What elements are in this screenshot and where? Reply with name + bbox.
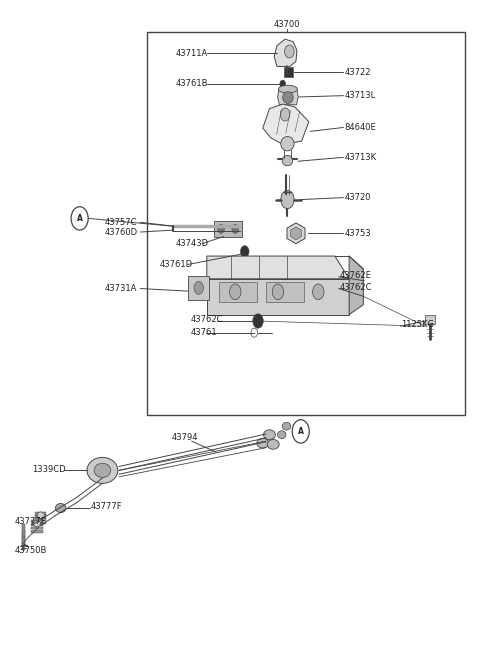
Circle shape: [229, 284, 241, 299]
Text: 43762E: 43762E: [340, 271, 372, 280]
Ellipse shape: [267, 440, 279, 449]
Polygon shape: [274, 39, 297, 66]
Text: 43761D: 43761D: [159, 260, 192, 269]
Polygon shape: [349, 256, 363, 314]
Bar: [22, 531, 24, 544]
Text: 43760D: 43760D: [105, 227, 138, 236]
Ellipse shape: [34, 520, 40, 527]
Text: 1339CD: 1339CD: [32, 464, 66, 474]
Circle shape: [253, 314, 263, 328]
Bar: [31, 527, 43, 529]
Bar: [214, 221, 242, 236]
Bar: [35, 512, 47, 515]
Ellipse shape: [277, 431, 286, 439]
Text: 43762C: 43762C: [190, 315, 223, 324]
Text: 43794: 43794: [171, 434, 198, 442]
Polygon shape: [263, 104, 309, 144]
Ellipse shape: [283, 92, 293, 103]
Text: 1125KG: 1125KG: [401, 320, 434, 329]
Bar: [35, 519, 47, 521]
Circle shape: [281, 191, 294, 209]
Ellipse shape: [87, 457, 118, 483]
Bar: [22, 537, 24, 550]
Bar: [22, 524, 24, 537]
Circle shape: [232, 224, 239, 233]
Ellipse shape: [257, 438, 269, 448]
Bar: [35, 521, 47, 524]
Bar: [219, 282, 257, 301]
Text: 43750B: 43750B: [14, 546, 47, 555]
Circle shape: [218, 224, 224, 233]
Circle shape: [240, 246, 249, 257]
Text: A: A: [77, 214, 83, 223]
Text: 43762C: 43762C: [340, 283, 372, 291]
Circle shape: [194, 282, 204, 294]
Text: 43757C: 43757C: [105, 218, 137, 227]
Text: 84640E: 84640E: [344, 123, 376, 132]
Text: 43761B: 43761B: [176, 79, 208, 88]
Bar: [31, 530, 43, 533]
Ellipse shape: [282, 422, 291, 430]
Ellipse shape: [282, 155, 293, 166]
Circle shape: [272, 284, 284, 299]
Bar: [266, 282, 304, 301]
Text: 43753: 43753: [344, 229, 371, 238]
Text: 43720: 43720: [344, 193, 371, 202]
Bar: [147, 32, 466, 415]
Bar: [31, 523, 43, 526]
Circle shape: [280, 108, 290, 121]
Bar: [31, 520, 43, 523]
Circle shape: [280, 80, 286, 88]
Ellipse shape: [264, 430, 276, 440]
Circle shape: [285, 45, 294, 58]
Bar: [425, 314, 434, 324]
Polygon shape: [291, 227, 301, 240]
Text: 43777F: 43777F: [14, 517, 46, 525]
Polygon shape: [207, 279, 349, 314]
Text: 43700: 43700: [273, 20, 300, 29]
Bar: [188, 276, 209, 300]
Polygon shape: [207, 256, 349, 279]
Text: 43731A: 43731A: [105, 284, 137, 293]
Text: 43761: 43761: [190, 328, 217, 337]
Bar: [284, 67, 293, 77]
Ellipse shape: [94, 463, 111, 477]
Text: 43743D: 43743D: [176, 239, 209, 248]
Polygon shape: [277, 88, 299, 105]
Text: A: A: [298, 427, 304, 436]
Text: 43713L: 43713L: [344, 91, 376, 100]
Bar: [35, 515, 47, 518]
Ellipse shape: [281, 136, 294, 151]
Ellipse shape: [56, 504, 66, 513]
Ellipse shape: [37, 512, 44, 519]
Circle shape: [312, 284, 324, 299]
Text: 43722: 43722: [344, 67, 371, 77]
Text: 43711A: 43711A: [176, 49, 208, 58]
Text: 43713K: 43713K: [344, 153, 376, 162]
Polygon shape: [287, 223, 305, 244]
Text: 43777F: 43777F: [91, 502, 122, 512]
Ellipse shape: [278, 85, 298, 93]
